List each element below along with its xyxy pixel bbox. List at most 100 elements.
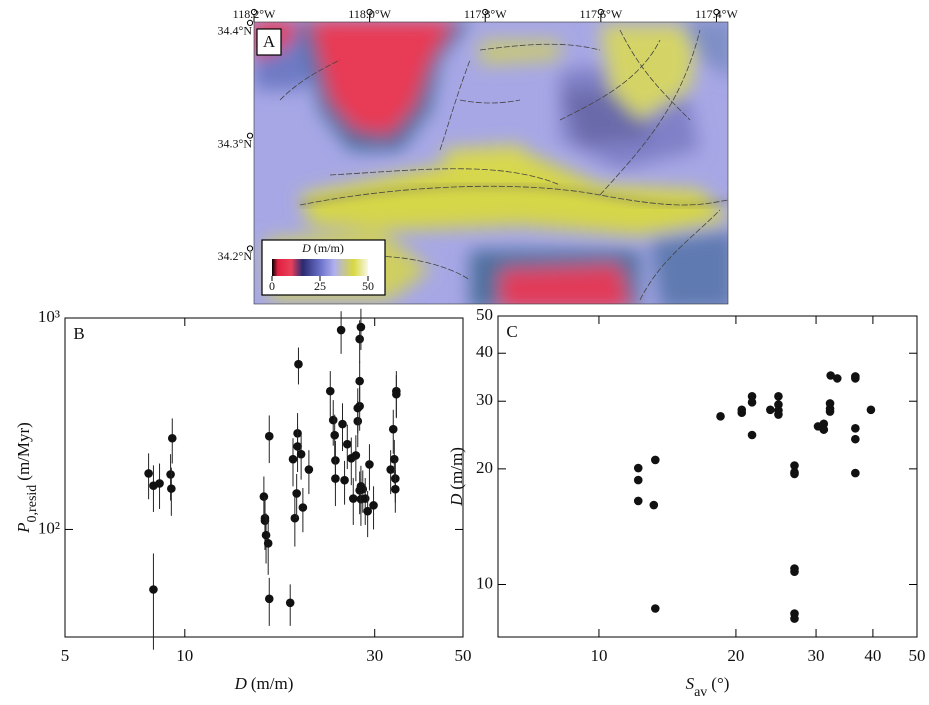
data-point xyxy=(369,501,378,510)
data-point xyxy=(325,386,335,396)
map-region xyxy=(310,22,454,135)
data-point xyxy=(747,398,757,407)
data-point xyxy=(261,530,271,540)
data-point xyxy=(633,475,643,485)
data-point xyxy=(167,433,177,443)
y-tick xyxy=(246,132,254,139)
data-point xyxy=(790,567,799,576)
data-point xyxy=(851,374,860,383)
data-point xyxy=(851,434,860,444)
colorbar xyxy=(272,259,368,276)
data-point xyxy=(649,500,659,510)
data-point xyxy=(388,424,398,434)
panel-label: A xyxy=(263,32,276,51)
fault xyxy=(619,29,691,121)
fault xyxy=(299,185,728,206)
label-subscript: av xyxy=(694,685,707,700)
data-point xyxy=(348,494,358,503)
y-tick-label: 34.4°N xyxy=(218,24,253,38)
data-point xyxy=(633,463,643,473)
label-subscript: 0,resid xyxy=(25,485,40,523)
data-point xyxy=(342,439,352,449)
map-region xyxy=(681,22,728,76)
x-tick-label: 10 xyxy=(590,646,607,665)
fault-lines xyxy=(279,29,728,301)
x-tick-label: 5 xyxy=(61,646,70,665)
data-point xyxy=(144,469,153,478)
fault xyxy=(329,168,561,186)
data-point xyxy=(866,405,876,415)
fault xyxy=(279,59,341,101)
data-point xyxy=(294,359,303,369)
panel-label-box xyxy=(256,28,282,56)
data-point xyxy=(826,371,835,380)
data-point xyxy=(149,585,158,594)
fault xyxy=(479,43,601,51)
data-point xyxy=(790,461,799,470)
data-point xyxy=(747,430,757,440)
data-point xyxy=(259,492,269,501)
x-tick-label: 118.2°W xyxy=(233,7,276,21)
label-unit: (m/m) xyxy=(447,447,466,490)
data-point xyxy=(737,405,747,415)
label-symbol: D xyxy=(301,241,311,255)
data-point xyxy=(391,484,400,494)
data-point xyxy=(356,322,366,332)
data-point xyxy=(355,334,364,344)
data-point xyxy=(651,604,660,613)
y-tick xyxy=(246,19,254,26)
fault xyxy=(599,29,701,196)
x-tick-label: 30 xyxy=(808,646,825,665)
data-point xyxy=(290,513,300,523)
fault xyxy=(439,59,471,151)
axis-label: D (m/m) xyxy=(447,447,466,507)
plot-frame xyxy=(497,315,918,638)
x-tick-label: 50 xyxy=(909,646,926,665)
panel-label: C xyxy=(506,322,517,341)
data-point xyxy=(633,496,643,506)
data-point xyxy=(298,503,308,512)
data-point xyxy=(285,598,295,608)
data-point xyxy=(355,401,364,411)
data-point xyxy=(264,431,274,441)
axis-label: D(m/m) xyxy=(234,674,294,693)
data-point xyxy=(389,454,399,464)
colorbar-label: D (m/m) xyxy=(301,241,344,255)
x-tick-label: 10 xyxy=(176,646,193,665)
x-tick-label: 50 xyxy=(455,646,472,665)
data-point xyxy=(336,325,346,335)
fault xyxy=(639,209,721,301)
data-point xyxy=(832,374,842,383)
x-tick-label: 117.6°W xyxy=(579,7,622,21)
data-point xyxy=(155,479,164,488)
data-point xyxy=(360,494,370,503)
colorbar-tick-label: 50 xyxy=(362,279,374,293)
map-region xyxy=(500,265,629,304)
data-point xyxy=(651,455,660,465)
data-point xyxy=(363,506,372,516)
label-unit: (m/m) xyxy=(251,674,294,693)
label-symbol: S xyxy=(686,674,695,693)
colorbar-tick-label: 0 xyxy=(269,279,275,293)
data-point xyxy=(774,410,783,419)
data-point xyxy=(819,425,829,434)
data-point xyxy=(288,454,298,464)
data-point xyxy=(296,449,306,459)
x-tick-label: 20 xyxy=(727,646,744,665)
data-point xyxy=(790,614,799,623)
map-raster xyxy=(254,22,728,304)
y-tick-label: 40 xyxy=(476,342,493,361)
data-point xyxy=(386,465,395,474)
label-symbol: D xyxy=(447,493,466,507)
x-tick-label: 117.8°W xyxy=(464,7,507,21)
x-tick-label: 40 xyxy=(864,646,881,665)
data-point xyxy=(825,399,835,408)
x-tick-label: 30 xyxy=(366,646,383,665)
y-tick xyxy=(246,245,254,252)
x-tick-label: 118.0°W xyxy=(348,7,391,21)
panel-label: B xyxy=(73,324,84,343)
data-point xyxy=(340,475,349,485)
y-tick-label: 20 xyxy=(476,458,493,477)
data-point xyxy=(825,407,835,416)
